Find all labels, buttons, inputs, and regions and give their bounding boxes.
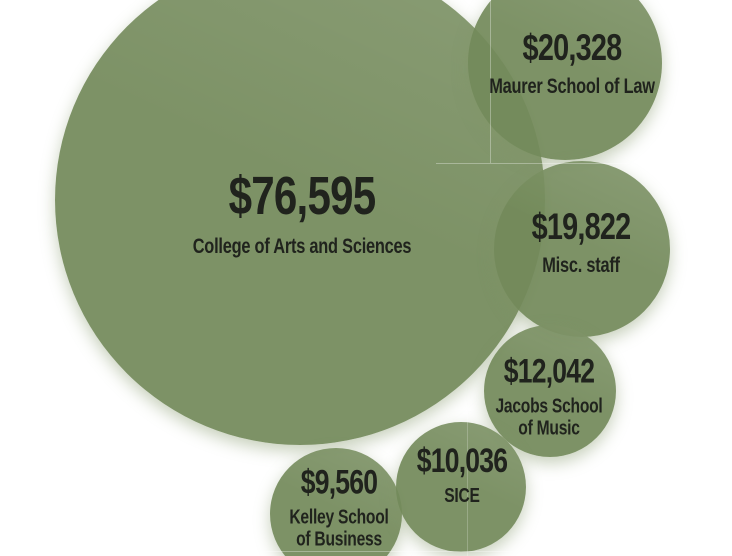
bubble-value: $9,560 xyxy=(300,463,378,502)
bubble-name: Kelley School of Business xyxy=(289,506,389,550)
bubble-name: College of Arts and Sciences xyxy=(192,235,412,259)
bubble-value: $76,595 xyxy=(228,166,377,227)
bubble-jacobs-school-of-music xyxy=(484,325,616,457)
bubble-label-maurer-school-of-law: $20,328 Maurer School of Law xyxy=(489,29,655,99)
bubble-label-sice: $10,036 SICE xyxy=(416,442,508,508)
bubble-label-jacobs-school-of-music: $12,042 Jacobs School of Music xyxy=(495,354,602,439)
bubble-label-kelley-school-of-business: $9,560 Kelley School of Business xyxy=(289,463,389,550)
bubble-kelley-school-of-business xyxy=(270,448,402,556)
bubble-value: $10,036 xyxy=(416,442,508,481)
bubble-label-college-of-arts-and-sciences: $76,595 College of Arts and Sciences xyxy=(193,169,412,259)
grid-line-vertical-bottom xyxy=(467,413,468,556)
bubble-maurer-school-of-law xyxy=(468,0,662,160)
bubble-misc-staff xyxy=(494,161,670,337)
bubble-college-of-arts-and-sciences xyxy=(55,0,545,445)
bubble-name: Jacobs School of Music xyxy=(495,395,603,439)
bubble-value: $19,822 xyxy=(531,206,632,248)
bubble-label-misc-staff: $19,822 Misc. staff xyxy=(531,206,632,278)
grid-line-horizontal-bottom xyxy=(230,551,520,552)
grid-line-vertical-top xyxy=(490,0,491,163)
bubble-value: $12,042 xyxy=(503,352,595,391)
bubble-name: SICE xyxy=(444,485,480,508)
grid-line-horizontal-top xyxy=(436,163,732,164)
bubble-name: Maurer School of Law xyxy=(489,75,655,99)
bubble-name: Misc. staff xyxy=(542,254,620,278)
bubble-value: $20,328 xyxy=(522,27,623,69)
bubble-sice xyxy=(396,422,526,552)
